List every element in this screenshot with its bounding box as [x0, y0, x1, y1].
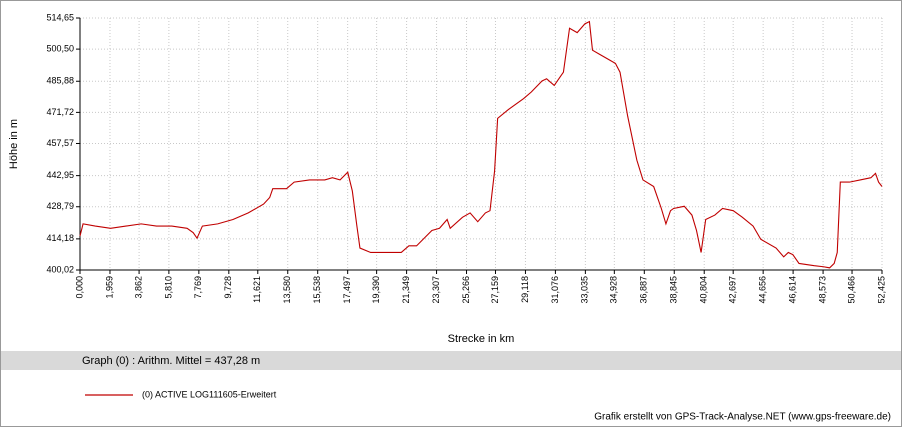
- x-axis-label: Strecke in km: [448, 333, 515, 345]
- x-tick-label: 13,580: [282, 276, 292, 304]
- legend-label: (0) ACTIVE LOG111605-Erweitert: [142, 389, 277, 399]
- x-tick-label: 48,573: [817, 276, 827, 304]
- x-tick-label: 19,390: [371, 276, 381, 304]
- x-tick-label: 21,349: [401, 276, 411, 304]
- x-tick-label: 44,656: [758, 276, 768, 304]
- x-tick-label: 7,769: [193, 276, 203, 299]
- x-tick-label: 11,621: [252, 276, 262, 303]
- x-tick-label: 3,862: [133, 276, 143, 299]
- x-tick-label: 31,076: [550, 276, 560, 304]
- x-tick-label: 40,804: [699, 276, 709, 304]
- x-tick-label: 36,887: [639, 276, 649, 304]
- y-axis-label: Höhe in m: [8, 119, 20, 169]
- x-tick-label: 46,614: [787, 276, 797, 304]
- x-tick-label: 15,538: [312, 276, 322, 304]
- summary-band: [1, 351, 901, 370]
- x-tick-label: 17,497: [342, 276, 352, 304]
- y-tick-label: 485,88: [46, 76, 74, 86]
- y-tick-label: 414,18: [46, 233, 74, 243]
- x-tick-label: 25,266: [461, 276, 471, 304]
- y-tick-label: 442,95: [46, 170, 74, 180]
- x-tick-label: 38,845: [669, 276, 679, 304]
- y-tick-label: 514,65: [46, 12, 74, 22]
- x-tick-label: 1,959: [104, 276, 114, 299]
- x-tick-label: 9,728: [223, 276, 233, 299]
- x-tick-label: 42,697: [728, 276, 738, 304]
- x-tick-label: 33,035: [580, 276, 590, 304]
- x-tick-label: 0,000: [74, 276, 84, 299]
- x-tick-label: 52,425: [876, 276, 886, 304]
- x-tick-label: 50,466: [846, 276, 856, 304]
- x-tick-label: 27,159: [490, 276, 500, 304]
- footer: Grafik erstellt von GPS-Track-Analyse.NE…: [594, 412, 891, 423]
- elevation-line: [79, 20, 883, 269]
- y-tick-label: 428,79: [46, 201, 74, 211]
- x-tick-label: 23,307: [431, 276, 441, 304]
- x-tick-label: 29,118: [520, 276, 530, 303]
- y-tick-label: 471,72: [46, 107, 74, 117]
- y-tick-label: 457,57: [46, 138, 74, 148]
- y-tick-label: 500,50: [46, 43, 74, 53]
- x-tick-label: 34,928: [609, 276, 619, 304]
- x-tick-label: 5,810: [163, 276, 173, 299]
- summary: Graph (0) : Arithm. Mittel = 437,28 m: [82, 355, 260, 367]
- y-tick-label: 400,02: [46, 264, 74, 274]
